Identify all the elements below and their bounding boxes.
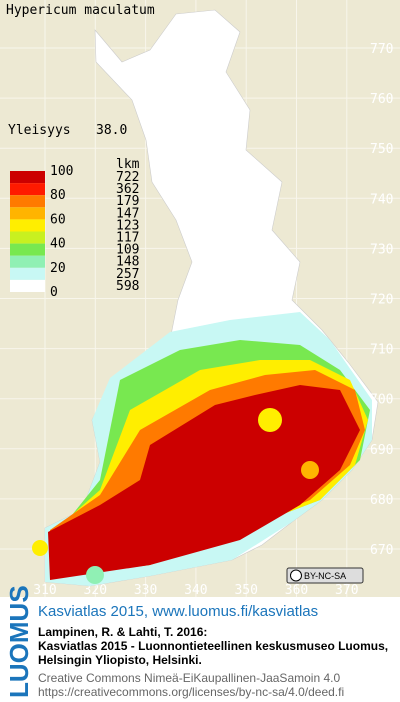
x-coordinate-label: 320 bbox=[84, 583, 107, 598]
frequency-label: Yleisyys bbox=[8, 123, 71, 138]
legend-level: 20 bbox=[50, 261, 66, 276]
legend-count: 117 bbox=[116, 231, 139, 246]
badge-text: BY-NC-SA bbox=[304, 571, 346, 581]
y-coordinate-label: 760 bbox=[370, 92, 393, 107]
footer-heading: Kasviatlas 2015, www.luomus.fi/kasviatla… bbox=[38, 603, 318, 620]
species-title: Hypericum maculatum bbox=[6, 3, 155, 18]
x-coordinate-label: 310 bbox=[33, 583, 56, 598]
y-coordinate-label: 680 bbox=[370, 493, 393, 508]
legend-swatch bbox=[10, 195, 45, 208]
legend-level: 60 bbox=[50, 212, 66, 227]
legend-count: 257 bbox=[116, 267, 139, 282]
patch bbox=[258, 408, 282, 432]
legend-count: 722 bbox=[116, 170, 139, 185]
patch bbox=[86, 566, 104, 584]
frequency-value: 38.0 bbox=[96, 123, 127, 138]
license-url: https://creativecommons.org/licenses/by-… bbox=[38, 685, 344, 699]
legend-swatch bbox=[10, 207, 45, 220]
legend-swatch bbox=[10, 231, 45, 244]
license-badge: BY-NC-SA bbox=[286, 567, 364, 584]
y-coordinate-label: 770 bbox=[370, 42, 393, 57]
legend-swatch bbox=[10, 219, 45, 232]
legend-count: 123 bbox=[116, 218, 139, 233]
x-coordinate-label: 350 bbox=[234, 583, 257, 598]
legend-header: lkm bbox=[116, 157, 140, 172]
legend-level: 80 bbox=[50, 188, 66, 203]
legend-count: 109 bbox=[116, 243, 139, 258]
patch bbox=[301, 461, 319, 479]
x-coordinate-label: 340 bbox=[184, 583, 207, 598]
legend-swatch bbox=[10, 279, 45, 292]
legend-swatch bbox=[10, 243, 45, 256]
citation: Lampinen, R. & Lahti, T. 2016: bbox=[38, 625, 207, 639]
logo: LUOMUS bbox=[4, 585, 34, 698]
license-text: Creative Commons Nimeä-EiKaupallinen-Jaa… bbox=[38, 671, 340, 685]
patch bbox=[32, 540, 48, 556]
y-coordinate-label: 720 bbox=[370, 293, 393, 308]
citation: Helsingin Yliopisto, Helsinki. bbox=[38, 653, 202, 667]
legend-level: 40 bbox=[50, 237, 66, 252]
x-coordinate-label: 330 bbox=[134, 583, 157, 598]
y-coordinate-label: 750 bbox=[370, 142, 393, 157]
x-coordinate-label: 370 bbox=[335, 583, 358, 598]
legend-swatch bbox=[10, 183, 45, 196]
legend-level: 0 bbox=[50, 285, 58, 300]
x-coordinate-label: 360 bbox=[285, 583, 308, 598]
legend-count: 148 bbox=[116, 255, 139, 270]
y-coordinate-label: 740 bbox=[370, 192, 393, 207]
legend-count: 147 bbox=[116, 206, 139, 221]
citation: Kasviatlas 2015 - Luonnontieteellinen ke… bbox=[38, 639, 388, 653]
range-red bbox=[48, 385, 360, 580]
legend-level: 100 bbox=[50, 164, 73, 179]
y-coordinate-label: 670 bbox=[370, 543, 393, 558]
y-coordinate-label: 730 bbox=[370, 242, 393, 257]
legend-swatch bbox=[10, 267, 45, 280]
y-coordinate-label: 710 bbox=[370, 343, 393, 358]
legend-count: 179 bbox=[116, 194, 139, 209]
legend-swatch bbox=[10, 255, 45, 268]
y-coordinate-label: 690 bbox=[370, 443, 393, 458]
y-coordinate-label: 700 bbox=[370, 393, 393, 408]
legend-count: 598 bbox=[116, 279, 139, 294]
legend-swatch bbox=[10, 171, 45, 184]
distribution bbox=[32, 312, 372, 586]
legend-count: 362 bbox=[116, 182, 139, 197]
